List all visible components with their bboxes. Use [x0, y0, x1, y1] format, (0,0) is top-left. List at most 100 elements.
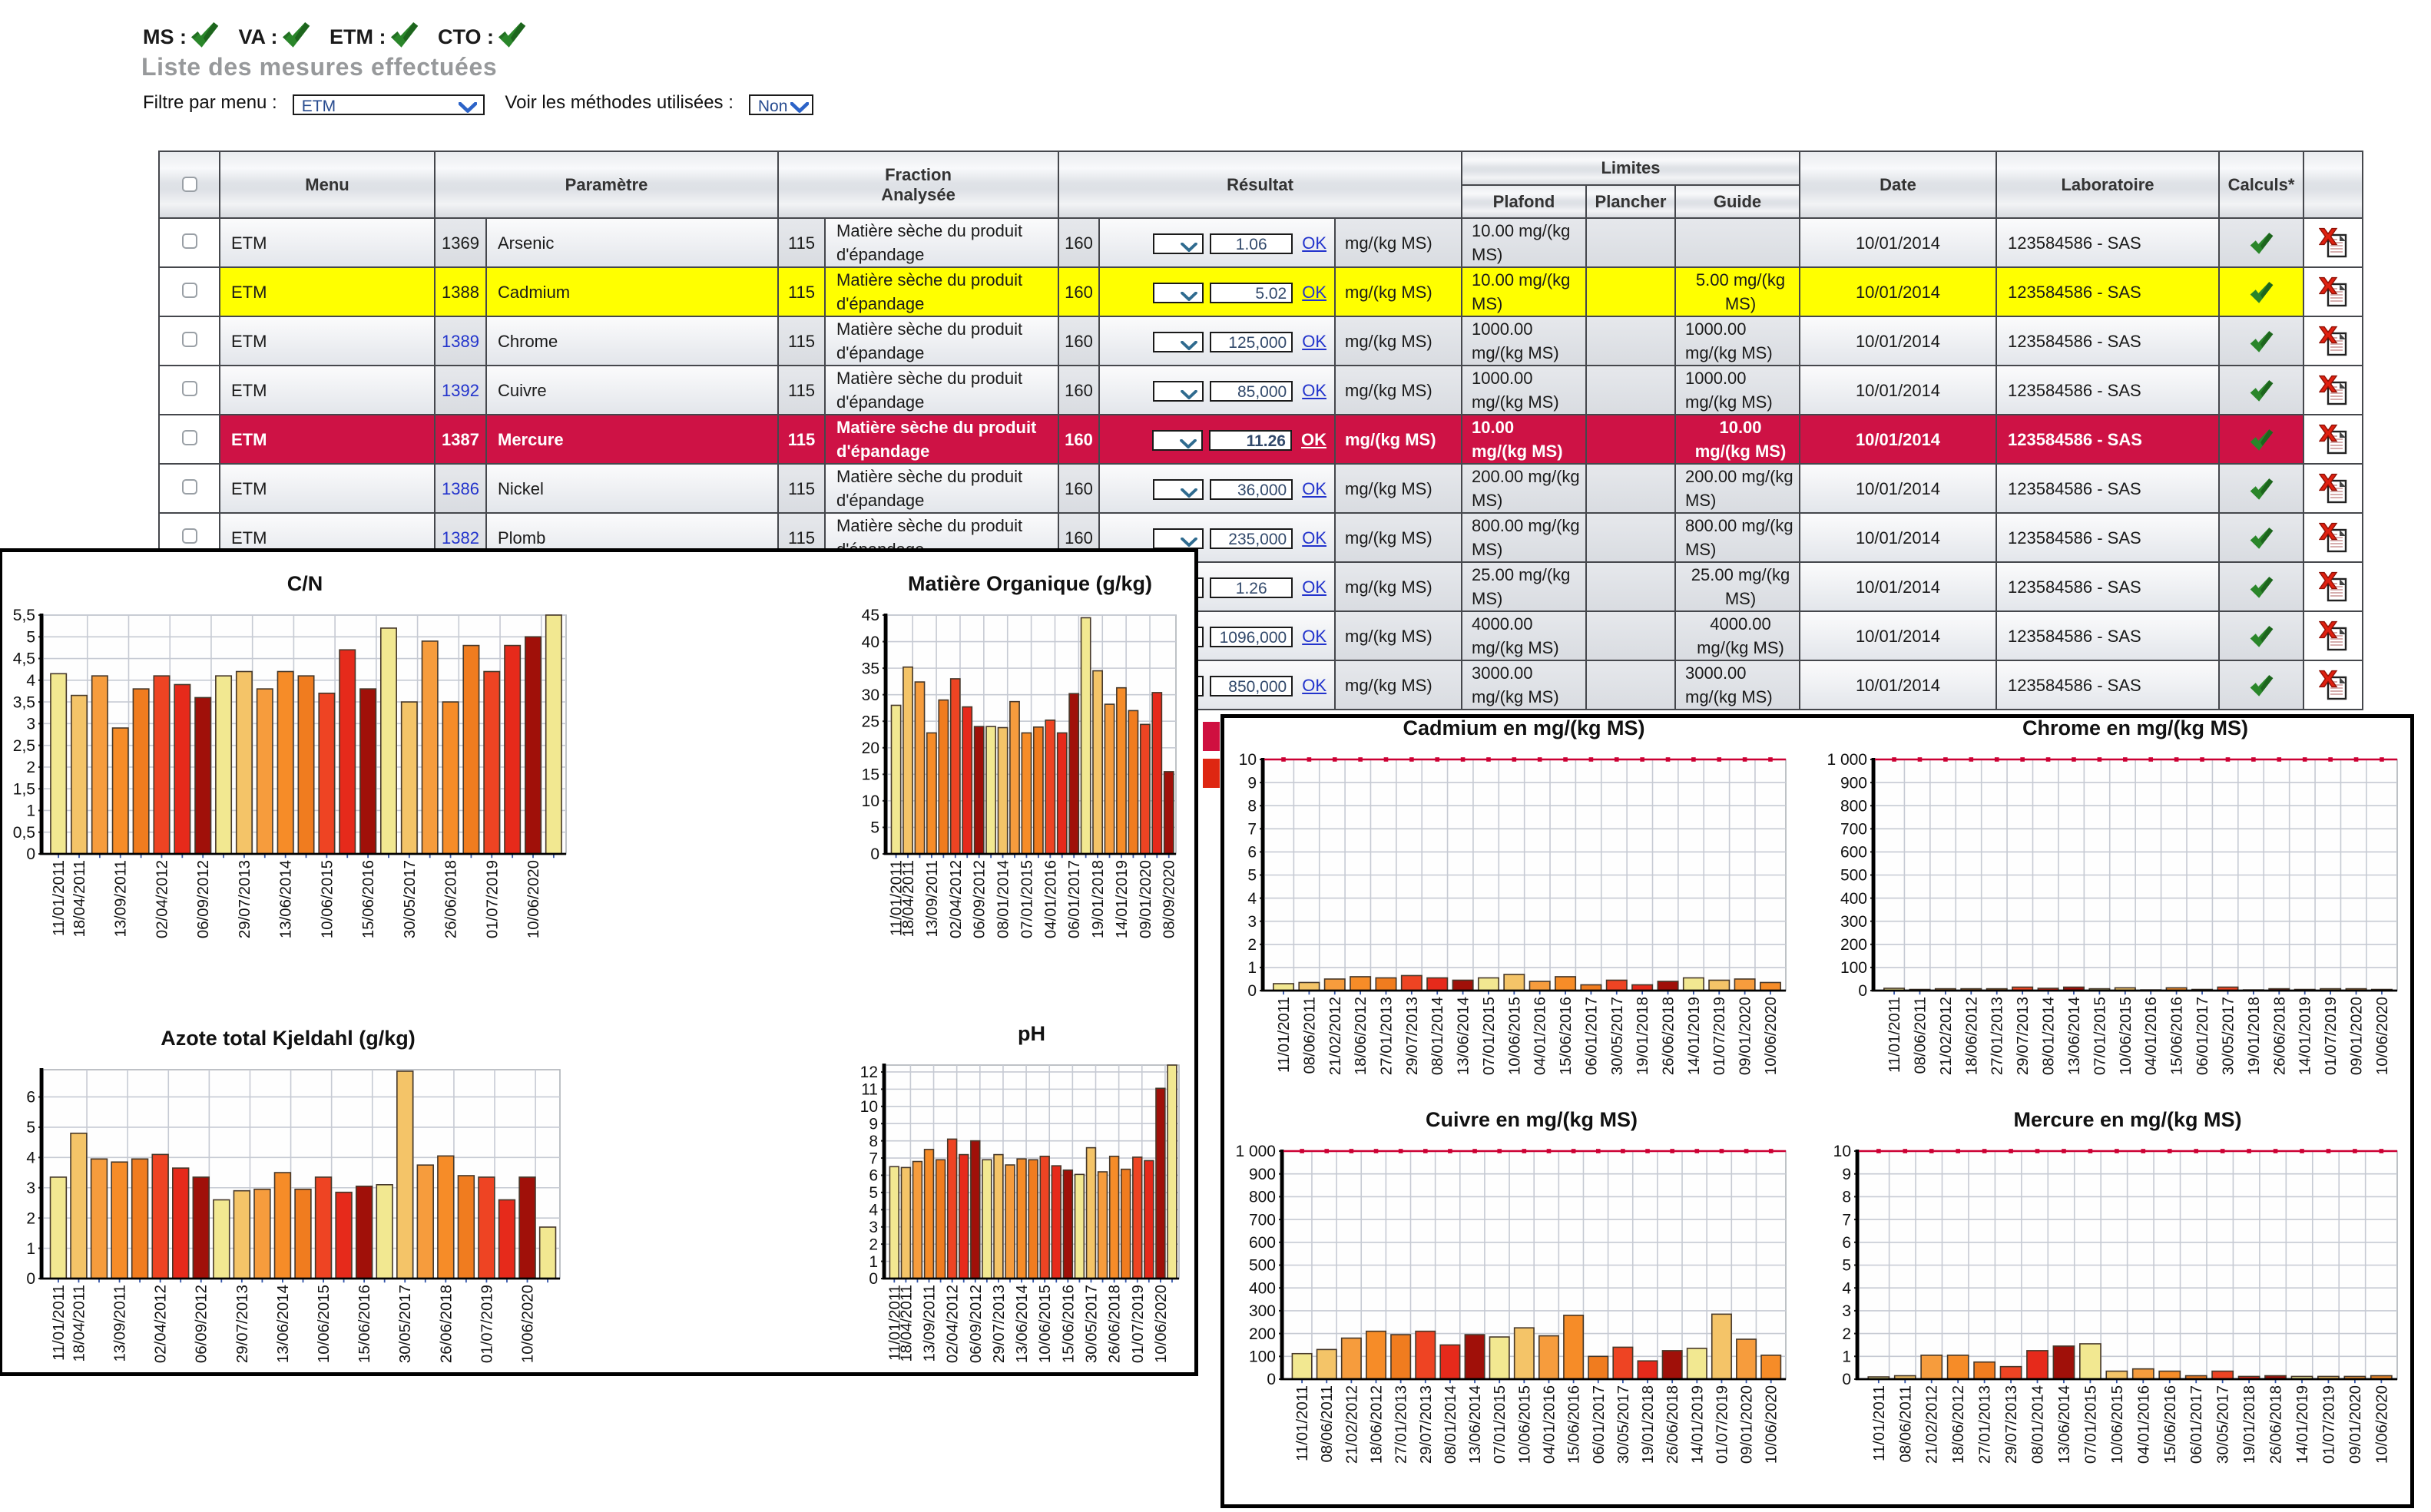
svg-text:10/06/2015: 10/06/2015 [2118, 997, 2135, 1075]
svg-text:11/01/2011: 11/01/2011 [889, 860, 906, 936]
svg-text:26/06/2018: 26/06/2018 [2268, 1385, 2285, 1464]
svg-text:15/06/2016: 15/06/2016 [1060, 1285, 1077, 1363]
svg-text:14/01/2019: 14/01/2019 [2297, 997, 2314, 1075]
svg-text:5: 5 [1842, 1257, 1851, 1275]
svg-text:Cuivre en mg/(kg MS): Cuivre en mg/(kg MS) [1426, 1108, 1638, 1131]
svg-text:30/05/2017: 30/05/2017 [1615, 1385, 1632, 1464]
svg-text:26/06/2018: 26/06/2018 [443, 860, 460, 938]
svg-text:14/01/2019: 14/01/2019 [1686, 997, 1703, 1075]
svg-text:13/09/2011: 13/09/2011 [112, 1285, 129, 1362]
svg-text:7: 7 [1842, 1211, 1851, 1229]
svg-text:15/06/2016: 15/06/2016 [1558, 997, 1575, 1075]
svg-text:07/01/2015: 07/01/2015 [2092, 997, 2108, 1075]
svg-text:5,5: 5,5 [13, 607, 35, 624]
svg-text:10/06/2020: 10/06/2020 [1764, 1385, 1780, 1464]
svg-text:01/07/2019: 01/07/2019 [1130, 1285, 1147, 1363]
svg-text:26/06/2018: 26/06/2018 [438, 1285, 455, 1363]
svg-text:04/01/2016: 04/01/2016 [1042, 860, 1059, 938]
svg-text:09/01/2020: 09/01/2020 [1737, 997, 1754, 1075]
svg-text:100: 100 [1840, 959, 1867, 977]
svg-text:08/06/2011: 08/06/2011 [1912, 997, 1929, 1074]
svg-text:07/01/2015: 07/01/2015 [1018, 860, 1035, 938]
svg-text:700: 700 [1840, 821, 1867, 839]
svg-text:11/01/2011: 11/01/2011 [1886, 997, 1903, 1073]
svg-text:5: 5 [26, 628, 35, 646]
svg-text:10/06/2020: 10/06/2020 [2373, 1385, 2390, 1464]
svg-text:200: 200 [1249, 1325, 1276, 1343]
svg-text:1: 1 [1842, 1348, 1851, 1366]
svg-text:1,5: 1,5 [13, 780, 35, 798]
svg-text:30/05/2017: 30/05/2017 [402, 860, 419, 938]
svg-text:06/09/2012: 06/09/2012 [194, 1285, 210, 1363]
svg-text:5: 5 [869, 1184, 878, 1202]
svg-text:100: 100 [1249, 1348, 1276, 1366]
svg-text:3: 3 [869, 1219, 878, 1236]
svg-text:6: 6 [1842, 1234, 1851, 1252]
svg-text:35: 35 [862, 660, 879, 677]
svg-text:29/07/2013: 29/07/2013 [237, 860, 253, 938]
svg-text:08/06/2011: 08/06/2011 [1319, 1385, 1336, 1463]
svg-text:0: 0 [1247, 982, 1257, 1000]
svg-text:11/01/2011: 11/01/2011 [51, 1285, 68, 1361]
svg-text:08/01/2014: 08/01/2014 [2030, 1385, 2047, 1464]
svg-text:400: 400 [1249, 1279, 1276, 1297]
svg-text:01/07/2019: 01/07/2019 [2323, 997, 2340, 1075]
svg-text:10/06/2020: 10/06/2020 [2374, 997, 2391, 1075]
svg-text:08/06/2011: 08/06/2011 [1897, 1385, 1914, 1463]
svg-text:10: 10 [1833, 1143, 1851, 1160]
svg-text:Chrome en mg/(kg MS): Chrome en mg/(kg MS) [2022, 718, 2248, 739]
svg-text:10: 10 [1239, 751, 1257, 769]
svg-text:06/09/2012: 06/09/2012 [972, 860, 989, 938]
svg-text:18/04/2011: 18/04/2011 [900, 860, 917, 938]
svg-text:25: 25 [862, 713, 879, 730]
svg-text:13/06/2014: 13/06/2014 [1456, 997, 1472, 1075]
svg-text:8: 8 [1247, 797, 1257, 815]
svg-text:02/04/2012: 02/04/2012 [154, 860, 171, 938]
svg-text:Mercure en mg/(kg MS): Mercure en mg/(kg MS) [2013, 1108, 2241, 1131]
svg-text:2: 2 [26, 759, 35, 776]
svg-text:2,5: 2,5 [13, 737, 35, 755]
svg-text:10/06/2020: 10/06/2020 [1763, 997, 1780, 1075]
svg-text:13/06/2014: 13/06/2014 [1467, 1385, 1484, 1464]
svg-text:13/06/2014: 13/06/2014 [2066, 997, 2083, 1075]
svg-text:1: 1 [869, 1253, 878, 1271]
svg-text:21/02/2012: 21/02/2012 [1343, 1385, 1360, 1464]
svg-text:6: 6 [869, 1167, 878, 1185]
svg-text:4,5: 4,5 [13, 650, 35, 668]
svg-text:13/09/2011: 13/09/2011 [922, 1285, 939, 1362]
svg-text:11/01/2011: 11/01/2011 [886, 1285, 903, 1361]
svg-text:1: 1 [26, 1240, 35, 1258]
svg-text:08/01/2014: 08/01/2014 [1442, 1385, 1459, 1464]
svg-text:26/06/2018: 26/06/2018 [1661, 997, 1678, 1075]
svg-text:45: 45 [862, 607, 879, 624]
svg-text:15/06/2016: 15/06/2016 [1566, 1385, 1583, 1464]
svg-text:13/09/2011: 13/09/2011 [924, 860, 941, 938]
svg-text:14/01/2019: 14/01/2019 [1689, 1385, 1706, 1464]
svg-text:4: 4 [26, 1150, 35, 1167]
svg-text:200: 200 [1840, 936, 1867, 954]
svg-text:27/01/2013: 27/01/2013 [1393, 1385, 1410, 1464]
svg-text:900: 900 [1249, 1166, 1276, 1183]
svg-text:10: 10 [860, 1098, 878, 1116]
svg-text:Azote total Kjeldahl (g/kg): Azote total Kjeldahl (g/kg) [161, 1027, 416, 1050]
svg-text:09/01/2020: 09/01/2020 [2347, 1385, 2364, 1464]
svg-text:11/01/2011: 11/01/2011 [1871, 1385, 1888, 1461]
svg-text:700: 700 [1249, 1211, 1276, 1229]
svg-text:10/06/2020: 10/06/2020 [520, 1285, 537, 1363]
svg-text:01/07/2019: 01/07/2019 [2320, 1385, 2337, 1464]
svg-text:9: 9 [869, 1115, 878, 1133]
svg-text:13/06/2014: 13/06/2014 [275, 1285, 292, 1363]
svg-text:26/06/2018: 26/06/2018 [2271, 997, 2288, 1075]
svg-text:15/06/2016: 15/06/2016 [360, 860, 377, 938]
svg-text:08/06/2011: 08/06/2011 [1301, 997, 1318, 1074]
svg-text:4: 4 [1842, 1279, 1851, 1297]
svg-text:30/05/2017: 30/05/2017 [2215, 1385, 2232, 1464]
svg-text:11/01/2011: 11/01/2011 [1294, 1385, 1311, 1461]
svg-text:0: 0 [26, 845, 35, 863]
svg-text:21/02/2012: 21/02/2012 [1327, 997, 1344, 1075]
svg-text:30/05/2017: 30/05/2017 [2220, 997, 2237, 1075]
svg-text:11/01/2011: 11/01/2011 [1276, 997, 1293, 1073]
svg-text:13/09/2011: 13/09/2011 [113, 860, 130, 938]
svg-text:26/06/2018: 26/06/2018 [1107, 1285, 1124, 1363]
svg-text:3: 3 [1842, 1302, 1851, 1320]
